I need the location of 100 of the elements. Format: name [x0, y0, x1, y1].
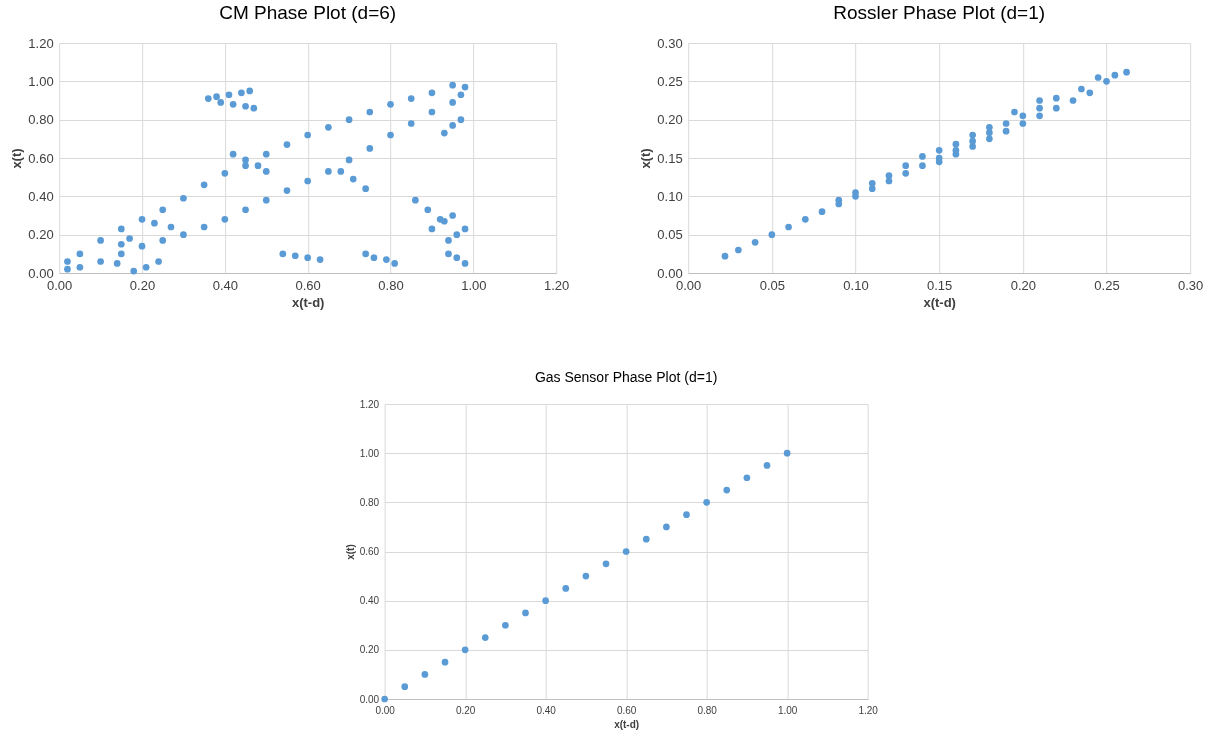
point [1052, 104, 1060, 112]
point [721, 252, 729, 260]
point [1002, 127, 1010, 135]
x-tick-label: 0.40 [536, 704, 557, 716]
x-tick-label: 0.25 [1094, 277, 1120, 293]
point [902, 169, 910, 177]
y-tick-label: 1.20 [359, 398, 380, 410]
x-tick-label: 0.60 [616, 704, 637, 716]
x-axis-title: x(t-d) [291, 294, 325, 310]
y-axis-title: x(t) [344, 544, 356, 560]
point [1036, 97, 1043, 104]
y-tick-label: 0.20 [359, 644, 380, 656]
x-tick-label: 0.40 [212, 277, 238, 293]
x-tick-label: 0.00 [375, 704, 396, 716]
point [952, 146, 960, 154]
point [735, 246, 742, 254]
y-tick-label: 0.10 [657, 188, 683, 204]
point [919, 162, 926, 170]
point [1078, 85, 1085, 93]
x-tick-label: 0.15 [927, 277, 953, 293]
y-axis-title: x(t) [9, 148, 25, 169]
point [1086, 89, 1094, 97]
point [986, 135, 993, 143]
point [522, 609, 529, 617]
y-tick-label: 0.30 [657, 35, 683, 51]
point [969, 131, 976, 139]
point [986, 123, 993, 131]
y-tick-label: 0.05 [657, 227, 683, 243]
y-tick-label: 0.00 [359, 693, 380, 705]
point [818, 208, 826, 216]
point [1103, 77, 1110, 85]
point [1111, 71, 1119, 79]
point [743, 474, 751, 482]
point [642, 535, 650, 543]
point [502, 621, 509, 629]
point [1036, 112, 1043, 120]
y-tick-label: 0.20 [28, 227, 54, 243]
x-tick-label: 0.30 [1178, 277, 1204, 293]
point [401, 683, 409, 691]
point [801, 215, 809, 223]
point [703, 498, 710, 506]
x-tick-label: 1.20 [858, 704, 879, 716]
x-axis-title: x(t-d) [614, 718, 640, 730]
x-tick-label: 0.20 [129, 277, 156, 293]
y-tick-label: 0.80 [28, 112, 54, 128]
point [969, 143, 976, 150]
x-tick-label: 0.10 [843, 277, 869, 293]
y-tick-label: 0.40 [28, 188, 54, 204]
point [768, 231, 776, 239]
point [885, 172, 893, 179]
point [785, 223, 792, 231]
x-tick-label: 0.80 [697, 704, 718, 716]
point [1123, 68, 1130, 76]
point [481, 634, 489, 641]
x-tick-label: 0.60 [295, 277, 321, 293]
point [835, 196, 843, 204]
chart-title: Rossler Phase Plot (d=1) [833, 2, 1046, 23]
point [441, 658, 449, 666]
y-tick-label: 0.60 [359, 546, 380, 557]
y-tick-label: 0.80 [359, 496, 380, 508]
point [582, 572, 590, 580]
y-tick-label: 1.00 [359, 447, 380, 459]
chart-title: Gas Sensor Phase Plot (d=1) [534, 369, 718, 385]
point [1019, 120, 1027, 127]
point [542, 597, 549, 605]
y-tick-label: 1.00 [28, 73, 54, 89]
point [1052, 94, 1060, 102]
point [1069, 97, 1077, 104]
y-axis-title: x(t) [638, 148, 654, 169]
y-tick-label: 0.40 [359, 595, 380, 607]
point [919, 153, 926, 160]
y-tick-label: 1.20 [28, 35, 54, 51]
point [562, 585, 570, 592]
y-tick-label: 0.15 [657, 150, 683, 166]
x-tick-label: 1.20 [544, 277, 570, 293]
x-tick-label: 0.05 [759, 277, 785, 293]
point [852, 189, 859, 196]
point [622, 548, 630, 555]
point [868, 179, 876, 187]
y-tick-label: 0.60 [28, 150, 54, 166]
point [602, 560, 610, 568]
point [969, 137, 976, 145]
point [1036, 104, 1043, 112]
point [421, 671, 429, 678]
point [751, 238, 759, 246]
point [461, 646, 469, 654]
x-tick-label: 0.80 [378, 277, 404, 293]
point [723, 486, 731, 494]
x-tick-label: 0.20 [1010, 277, 1036, 293]
point [1019, 112, 1027, 120]
point [683, 511, 690, 518]
point [1002, 120, 1010, 127]
point [381, 695, 388, 703]
point [935, 146, 943, 154]
x-tick-label: 0.20 [455, 704, 476, 716]
point [663, 523, 670, 531]
point [1011, 108, 1018, 116]
point [902, 162, 910, 170]
point [763, 462, 771, 469]
chart-title: CM Phase Plot (d=6) [219, 2, 397, 23]
